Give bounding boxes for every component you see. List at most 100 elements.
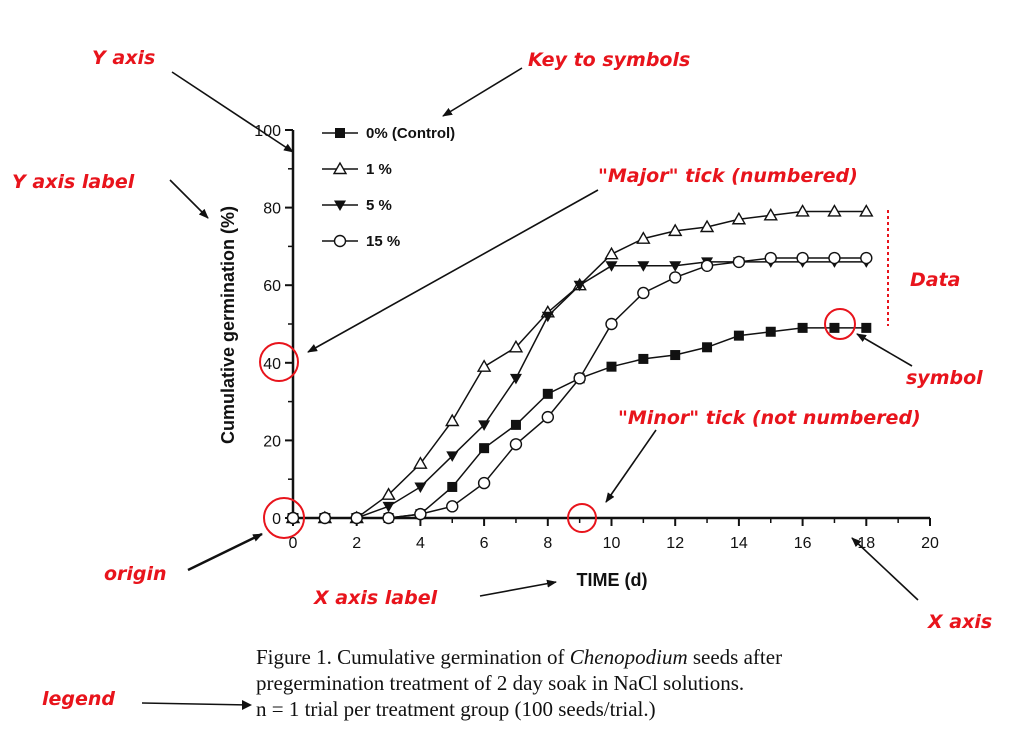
legend-symbol bbox=[335, 128, 345, 138]
annotation-y-axis: Y axis bbox=[92, 47, 155, 69]
figure-caption: Figure 1. Cumulative germination of Chen… bbox=[256, 644, 996, 722]
data-point bbox=[318, 511, 332, 525]
annotation-legend: legend bbox=[42, 688, 116, 710]
x-tick-label: 6 bbox=[480, 535, 489, 552]
series-layer bbox=[285, 204, 874, 525]
data-point bbox=[702, 342, 713, 353]
legend-entry: 1 % bbox=[322, 161, 392, 178]
legend-key: 0% (Control) 1 % 5 % 15 % bbox=[322, 125, 455, 250]
major-tick-arrow bbox=[307, 189, 599, 353]
data-point bbox=[413, 456, 428, 469]
x-tick-label: 14 bbox=[730, 535, 748, 552]
legend-entry: 15 % bbox=[322, 233, 400, 250]
y-tick-label: 0 bbox=[272, 511, 281, 528]
series-line bbox=[293, 257, 867, 519]
chart: 0 2 4 6 8 10 12 14 16 18 20 0 20 40 60 80 100 TIME (d) C… bbox=[12, 47, 992, 633]
data-point bbox=[382, 511, 395, 525]
data-point bbox=[638, 353, 649, 364]
annotation-arrows bbox=[169, 67, 919, 601]
y-tick-label: 60 bbox=[263, 278, 281, 295]
data-point bbox=[510, 419, 521, 430]
legend-symbol bbox=[334, 200, 346, 211]
annotation-x-axis-label: X axis label bbox=[313, 587, 438, 609]
y-tick-label: 40 bbox=[263, 356, 281, 373]
data-point bbox=[541, 410, 554, 424]
data-point bbox=[573, 280, 586, 292]
data-point bbox=[605, 261, 618, 272]
x-tick-label: 2 bbox=[352, 535, 361, 552]
data-point bbox=[669, 271, 682, 284]
data-point bbox=[669, 261, 682, 272]
data-point bbox=[573, 372, 586, 385]
x-tick-label: 4 bbox=[416, 535, 425, 552]
caption-line-2: pregermination treatment of 2 day soak i… bbox=[256, 671, 745, 695]
data-point bbox=[476, 359, 492, 372]
x-axis-label: TIME (d) bbox=[577, 570, 648, 590]
y-tick-label: 80 bbox=[263, 201, 281, 218]
data-point bbox=[541, 311, 554, 323]
legend-entry: 0% (Control) bbox=[322, 125, 455, 142]
annotation-major-tick: "Major" tick (numbered) bbox=[598, 165, 858, 187]
data-point bbox=[508, 339, 524, 353]
data-point bbox=[795, 204, 810, 217]
x-tick-label: 10 bbox=[603, 535, 621, 552]
y-axis-label: Cumulative germination (%) bbox=[218, 206, 238, 444]
data-point bbox=[699, 219, 715, 233]
data-point bbox=[732, 255, 746, 269]
minor-tick-highlight-circle bbox=[567, 503, 597, 533]
data-point bbox=[764, 251, 777, 265]
symbol-arrow bbox=[856, 333, 913, 367]
data-point bbox=[827, 204, 842, 217]
data-point bbox=[828, 251, 841, 265]
axis-ticks: 0 2 4 6 8 10 12 14 16 18 20 0 20 40 60 80 100 bbox=[254, 123, 939, 552]
data-point bbox=[445, 413, 460, 427]
legend-label: 0% (Control) bbox=[366, 125, 455, 142]
key-arrow bbox=[442, 67, 523, 117]
legend-label: 1 % bbox=[366, 161, 392, 178]
data-point bbox=[670, 350, 681, 361]
data-point bbox=[414, 507, 427, 521]
data-point bbox=[446, 500, 459, 513]
data-point bbox=[542, 388, 553, 399]
caption-line-1: Figure 1. Cumulative germination of Chen… bbox=[256, 645, 783, 669]
data-point bbox=[796, 251, 809, 265]
x-tick-label: 0 bbox=[289, 535, 298, 552]
data-point bbox=[605, 317, 618, 331]
data-point bbox=[509, 438, 523, 451]
x-tick-label: 8 bbox=[543, 535, 552, 552]
data-point bbox=[286, 511, 300, 525]
legend-symbol bbox=[332, 161, 348, 175]
annotation-y-axis-label: Y axis label bbox=[12, 171, 135, 193]
data-point bbox=[829, 322, 840, 333]
annotation-data: Data bbox=[910, 269, 961, 291]
annotation-symbol: symbol bbox=[906, 367, 983, 389]
origin-arrow bbox=[187, 532, 263, 572]
legend-entry: 5 % bbox=[322, 197, 392, 214]
data-point bbox=[604, 246, 619, 260]
legend-label: 15 % bbox=[366, 233, 400, 250]
annotation-x-axis: X axis bbox=[927, 611, 992, 633]
data-point bbox=[350, 511, 363, 525]
x-tick-label: 16 bbox=[794, 535, 812, 552]
data-point bbox=[446, 451, 459, 462]
annotation-key-to-symbols: Key to symbols bbox=[528, 49, 690, 71]
x-tick-label: 20 bbox=[921, 535, 939, 552]
data-point bbox=[861, 322, 872, 333]
data-point bbox=[478, 420, 491, 431]
annotation-labels: Y axis Key to symbols Y axis label "Majo… bbox=[12, 47, 992, 633]
origin-highlight-circle bbox=[263, 497, 305, 539]
x-tick-label: 18 bbox=[857, 535, 875, 552]
series-3 bbox=[286, 251, 873, 525]
data-point bbox=[667, 223, 683, 237]
data-point bbox=[636, 231, 651, 244]
data-point bbox=[860, 251, 873, 265]
data-point bbox=[797, 322, 808, 333]
data-point bbox=[700, 259, 714, 272]
x-tick-label: 12 bbox=[666, 535, 684, 552]
data-point bbox=[763, 207, 778, 221]
symbol-highlight-circle bbox=[824, 308, 856, 340]
data-point bbox=[637, 261, 650, 272]
data-point bbox=[414, 482, 427, 493]
data-point bbox=[859, 204, 874, 217]
